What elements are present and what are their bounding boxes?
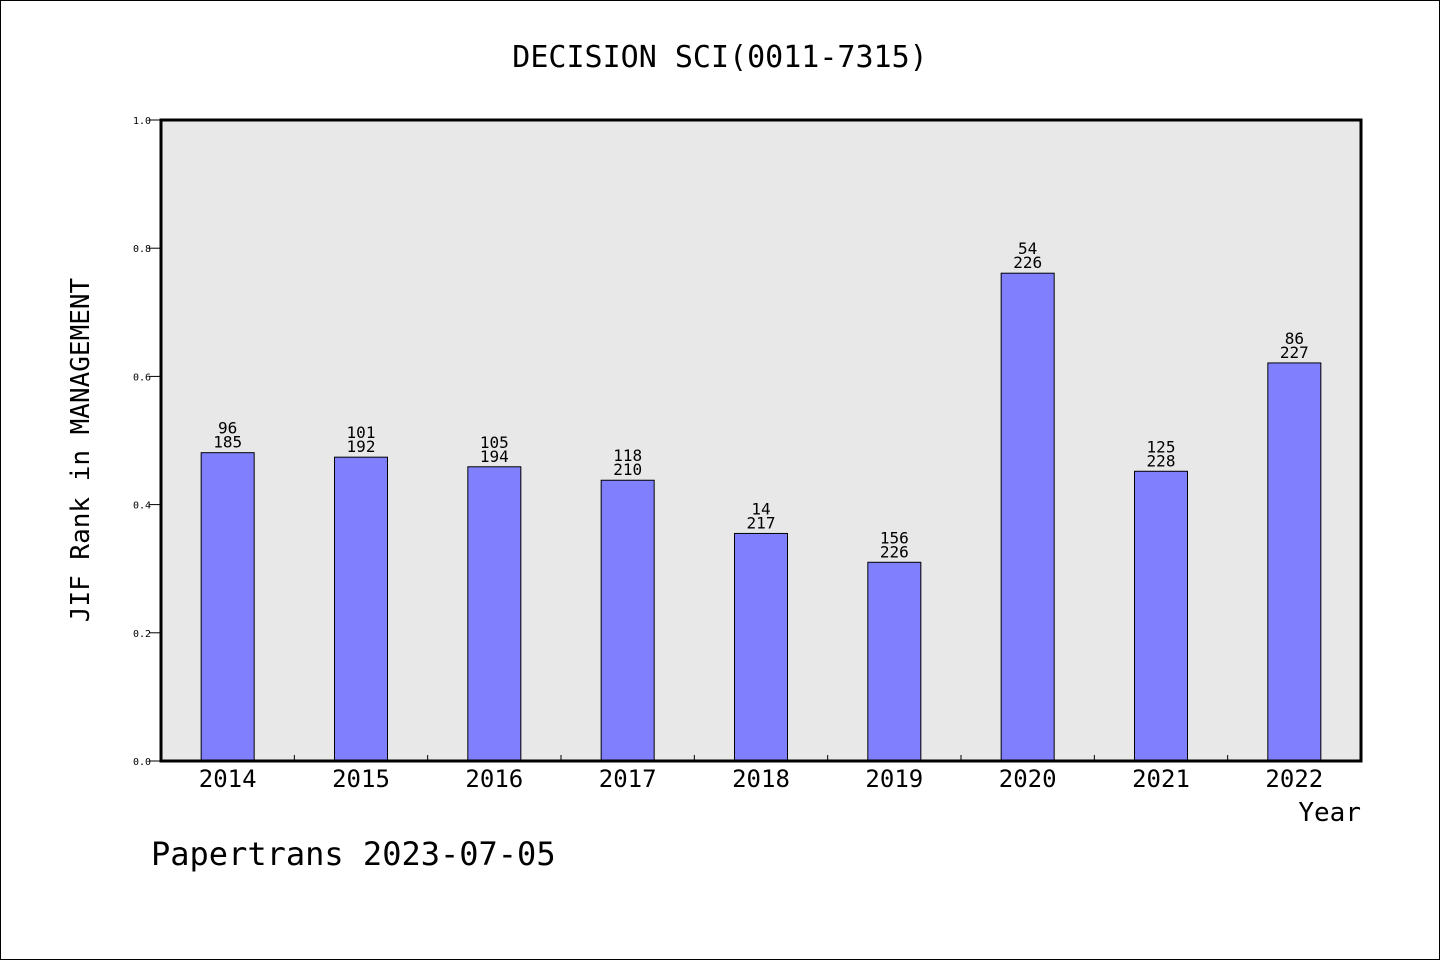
x-tick-label: 2015 <box>332 765 390 793</box>
total-label: 228 <box>1147 451 1176 470</box>
bar <box>734 532 788 762</box>
footer-text: Papertrans 2023-07-05 <box>151 835 556 873</box>
rank-label: 125 <box>1147 437 1176 456</box>
total-label: 227 <box>1280 343 1309 362</box>
y-tick-label: 0.6 <box>133 372 151 383</box>
x-tick-label: 2018 <box>732 765 790 793</box>
y-tick-label: 0.0 <box>133 757 151 768</box>
rank-label: 14 <box>751 499 770 518</box>
y-tick-label: 0.2 <box>133 629 151 640</box>
x-tick-label: 2021 <box>1132 765 1190 793</box>
x-tick-label: 2020 <box>999 765 1057 793</box>
bar <box>600 479 655 762</box>
x-tick-label: 2014 <box>199 765 257 793</box>
bar <box>1000 272 1055 762</box>
x-tick-label: 2022 <box>1265 765 1323 793</box>
rank-label: 101 <box>347 423 376 442</box>
plot-frame <box>159 118 1363 763</box>
bars <box>200 272 1322 762</box>
bar <box>200 452 255 762</box>
x-axis-label: Year <box>1298 798 1361 828</box>
bar <box>467 466 522 762</box>
rank-label: 156 <box>880 528 909 547</box>
y-tick-label: 0.8 <box>133 244 151 255</box>
rank-label: 96 <box>218 419 237 438</box>
x-tick-label: 2016 <box>465 765 523 793</box>
rank-label: 118 <box>613 446 642 465</box>
total-label: 226 <box>1013 253 1042 272</box>
total-label: 185 <box>213 433 242 452</box>
y-tick-label: 0.4 <box>133 501 151 512</box>
chart-title: DECISION SCI(0011-7315) <box>512 40 927 75</box>
bar <box>1267 362 1322 762</box>
axis-ticks: 0.0 0.2 0.4 0.6 0.8 1.0 2014 2015 2016 2017 2018 20… <box>133 116 1323 793</box>
total-label: 217 <box>747 513 776 532</box>
total-label: 226 <box>880 542 909 561</box>
rank-label: 86 <box>1285 329 1304 348</box>
bar <box>1134 470 1188 762</box>
rank-label: 54 <box>1018 239 1037 258</box>
total-label: 192 <box>347 437 376 456</box>
y-tick-label: 1.0 <box>133 116 151 127</box>
x-tick-label: 2019 <box>865 765 923 793</box>
total-label: 210 <box>613 460 642 479</box>
y-axis-label: JIF Rank in MANAGEMENT <box>66 277 96 622</box>
total-label: 194 <box>480 447 509 466</box>
bar <box>867 561 922 762</box>
bar <box>334 456 388 762</box>
x-tick-label: 2017 <box>599 765 657 793</box>
rank-label: 105 <box>480 433 509 452</box>
